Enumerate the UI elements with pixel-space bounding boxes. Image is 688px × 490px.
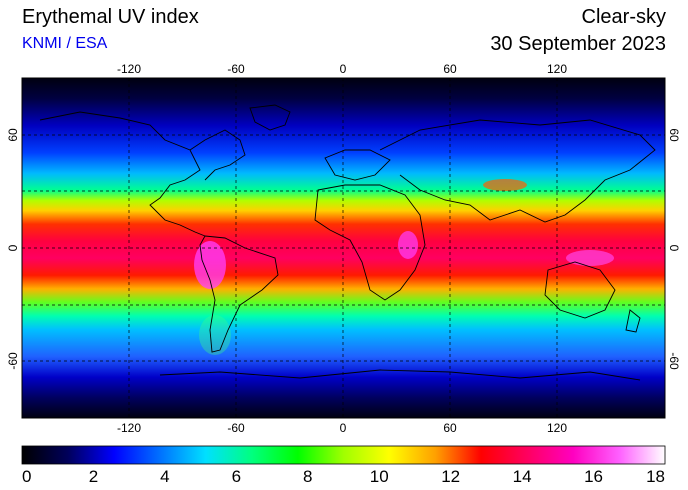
colorbar-label: 18 — [646, 467, 665, 486]
colorbar-label: 6 — [232, 467, 241, 486]
lat-tick-right: 60 — [667, 128, 681, 142]
coast-antarctica — [159, 369, 641, 381]
colorbar-label: 12 — [441, 467, 460, 486]
coast-north-america — [39, 111, 206, 237]
map-date: 30 September 2023 — [490, 33, 666, 55]
lon-tick-top: -60 — [227, 62, 245, 76]
coast-south-america — [199, 235, 279, 353]
colorbar-label: 16 — [584, 467, 603, 486]
lon-tick-bottom: 60 — [443, 421, 457, 435]
lat-tick-left: 60 — [6, 128, 20, 142]
coast-greenland — [249, 104, 291, 131]
colorbar-label: 2 — [89, 467, 98, 486]
colorbar-label: 4 — [160, 467, 169, 486]
coastlines — [39, 104, 656, 381]
lat-tick-left: 0 — [6, 244, 20, 251]
coast-new-zealand — [625, 309, 641, 333]
lon-tick-bottom: -60 — [227, 421, 245, 435]
lat-tick-right: 0 — [667, 245, 681, 252]
coast-hudson-greenland — [189, 129, 246, 181]
colorbar-label: 0 — [22, 467, 31, 486]
colorbar-labels: 0 2 4 6 8 10 12 14 16 18 — [22, 467, 665, 486]
colorbar-label: 14 — [513, 467, 532, 486]
uv-hotspots — [194, 179, 614, 355]
lon-tick-top: 60 — [443, 62, 457, 76]
lat-tick-right: -60 — [667, 352, 681, 370]
coast-africa — [314, 184, 426, 301]
coast-asia — [379, 119, 656, 223]
lon-tick-bottom: 0 — [340, 421, 347, 435]
lat-tick-left: -60 — [6, 352, 20, 370]
colorbar-label: 8 — [303, 467, 312, 486]
lon-tick-bottom: -120 — [117, 421, 141, 435]
lon-tick-top: 120 — [547, 62, 567, 76]
lon-tick-top: 0 — [340, 62, 347, 76]
sky-condition-label: Clear-sky — [581, 6, 666, 28]
graticule — [22, 78, 665, 418]
lon-tick-top: -120 — [117, 62, 141, 76]
data-credit: KNMI / ESA — [22, 35, 108, 52]
coast-europe — [324, 149, 391, 181]
map-title: Erythemal UV index — [22, 6, 199, 28]
colorbar — [21, 445, 666, 465]
map-frame — [21, 77, 666, 419]
colorbar-label: 10 — [370, 467, 389, 486]
coast-australia — [544, 261, 616, 319]
lon-tick-bottom: 120 — [547, 421, 567, 435]
